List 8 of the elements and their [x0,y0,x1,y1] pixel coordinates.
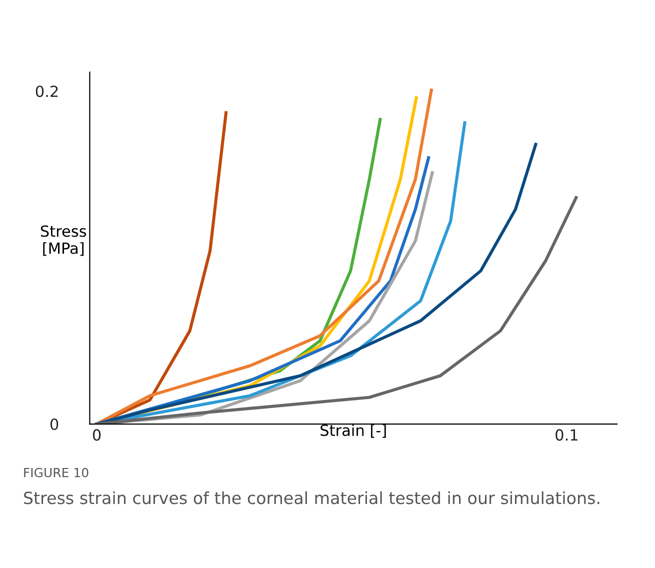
x-axis-title: Strain [-] [320,424,386,438]
text: Stress strain curves of the corneal material tested in our simulations. [24,491,600,504]
y-axis-title: Stress [MPa] [40,225,86,256]
x-tick-label: 0.1 [556,429,578,441]
line-series [95,196,578,424]
line-series [95,142,538,424]
y-tick-label: 0.2 [36,86,58,98]
text: FIGURE 10 [24,468,88,478]
